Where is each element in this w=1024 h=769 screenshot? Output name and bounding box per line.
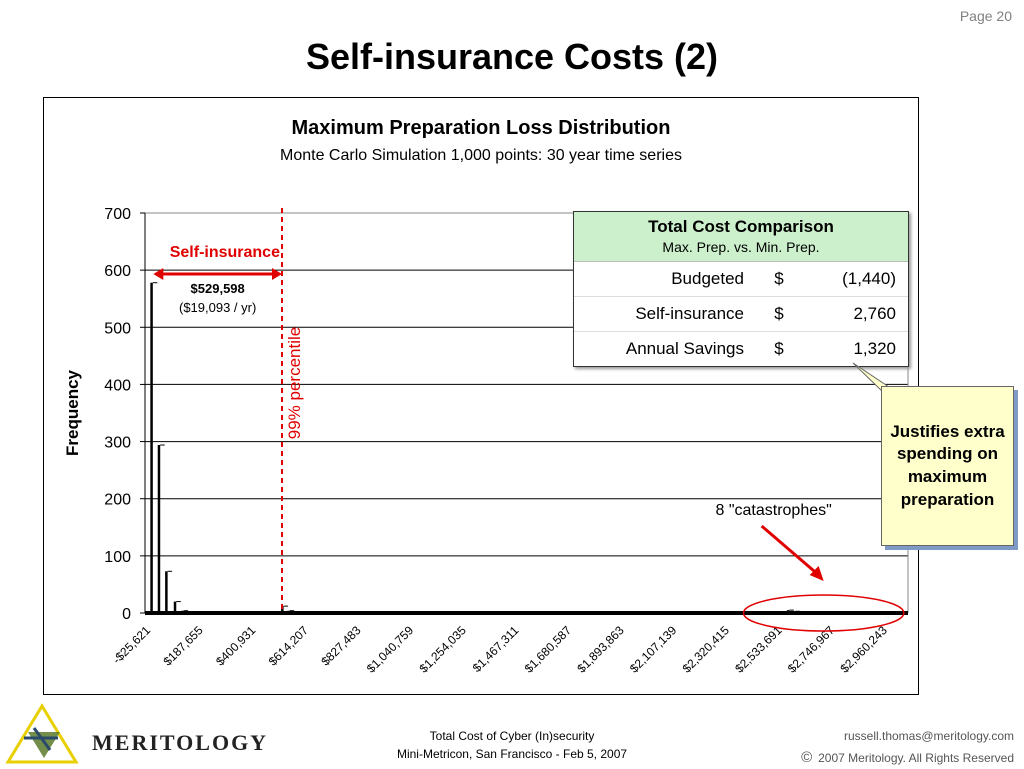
self-insurance-amount: $529,598 (191, 281, 245, 296)
footer-line2: Mini-Metricon, San Francisco - Feb 5, 20… (396, 747, 628, 761)
logo-text: MERITOLOGY (92, 730, 268, 755)
y-tick-label: 400 (104, 377, 131, 394)
row-value: (1,440) (842, 269, 896, 288)
x-tick-label: $1,040,759 (364, 623, 417, 676)
row-currency: $ (774, 269, 784, 288)
y-tick-label: 700 (104, 206, 131, 223)
footer-line1: Total Cost of Cyber (In)security (429, 729, 595, 743)
x-tick-label: $614,207 (266, 623, 312, 669)
histogram-bar (157, 445, 161, 613)
arrowhead-right-icon (271, 268, 282, 280)
x-tick-label: $1,680,587 (522, 623, 575, 676)
histogram-bar (181, 610, 184, 613)
x-tick-label: $827,483 (318, 623, 364, 669)
x-tick-label: $2,320,415 (680, 623, 733, 676)
self-insurance-per-year: ($19,093 / yr) (179, 300, 256, 315)
x-tick-label: $187,655 (160, 623, 206, 669)
percentile-label: 99% percentile (285, 327, 304, 439)
histogram-bar (786, 610, 790, 613)
table-row: Annual Savings $ 1,320 (574, 332, 908, 366)
meritology-logo: MERITOLOGY (5, 703, 268, 764)
row-value: 2,760 (853, 304, 896, 323)
slide-title: Self-insurance Costs (2) (305, 36, 719, 77)
histogram-bar (287, 610, 290, 613)
catastrophes-arrow (760, 524, 820, 577)
footer-email: russell.thomas@meritology.com (843, 729, 1014, 743)
footer-copyright-line: © 2007 Meritology. All Rights Reserved (801, 747, 1014, 769)
y-tick-label: 200 (104, 492, 131, 509)
catastrophes-ellipse (742, 594, 905, 632)
x-tick-label: $400,931 (213, 623, 259, 669)
footer-center: Total Cost of Cyber (In)security Mini-Me… (0, 727, 1024, 763)
histogram-bar (281, 606, 284, 613)
histogram-bar (793, 611, 796, 613)
page-number: Page 20 (959, 8, 1012, 24)
x-tick-label: $1,467,311 (470, 623, 522, 675)
self-insurance-label: Self-insurance (170, 244, 280, 261)
row-currency: $ (774, 304, 784, 323)
row-label: Budgeted (671, 269, 744, 288)
row-label: Annual Savings (625, 339, 744, 358)
y-tick-label: 0 (122, 606, 131, 623)
y-axis-label: Frequency (63, 369, 82, 456)
y-tick-label: 300 (104, 435, 131, 452)
arrowhead-down-icon (809, 566, 824, 581)
arrowhead-left-icon (153, 268, 164, 280)
x-tick-label: $2,533,691 (732, 623, 785, 676)
row-label: Self-insurance (635, 304, 744, 323)
table-header: Total Cost Comparison Max. Prep. vs. Min… (574, 212, 908, 262)
logo-mark-icon (24, 727, 58, 751)
histogram-bar (293, 611, 296, 613)
x-tick-label: $2,107,139 (627, 623, 680, 676)
chart-frame: 0 100 200 300 400 500 600 700 Frequency -$25,621 $… (43, 97, 919, 695)
catastrophes-label: 8 "catastrophes" (715, 502, 831, 519)
histogram-bar (150, 282, 153, 613)
x-tick-label: -$25,621 (110, 623, 154, 667)
row-currency: $ (774, 339, 784, 358)
y-tick-label: 600 (104, 263, 131, 280)
histogram-bar (173, 601, 177, 613)
footer-right: russell.thomas@meritology.com © 2007 Meri… (801, 725, 1014, 769)
callout-text: Justifies extra spending on maximum prep… (890, 421, 1005, 509)
y-tick-label: 100 (104, 549, 131, 566)
histogram-bar (165, 571, 168, 613)
chart-title: Maximum Preparation Loss Distribution (291, 117, 671, 139)
table-subtitle: Max. Prep. vs. Min. Prep. (662, 239, 820, 255)
footer-copyright: 2007 Meritology. All Rights Reserved (818, 751, 1014, 765)
logo-triangle-icon (5, 703, 79, 764)
y-tick-label: 500 (104, 320, 131, 337)
table-title: Total Cost Comparison (648, 217, 834, 236)
copyright-icon: © (801, 749, 813, 766)
x-tick-label: $1,893,863 (574, 623, 627, 676)
x-tick-label: $1,254,035 (416, 623, 469, 676)
chart-subtitle: Monte Carlo Simulation 1,000 points: 30 … (280, 147, 682, 164)
table-row: Budgeted $ (1,440) (574, 262, 908, 297)
justifies-callout: Justifies extra spending on maximum prep… (881, 386, 1014, 546)
cost-comparison-table: Total Cost Comparison Max. Prep. vs. Min… (573, 211, 909, 367)
row-value: 1,320 (853, 339, 896, 358)
table-row: Self-insurance $ 2,760 (574, 297, 908, 332)
